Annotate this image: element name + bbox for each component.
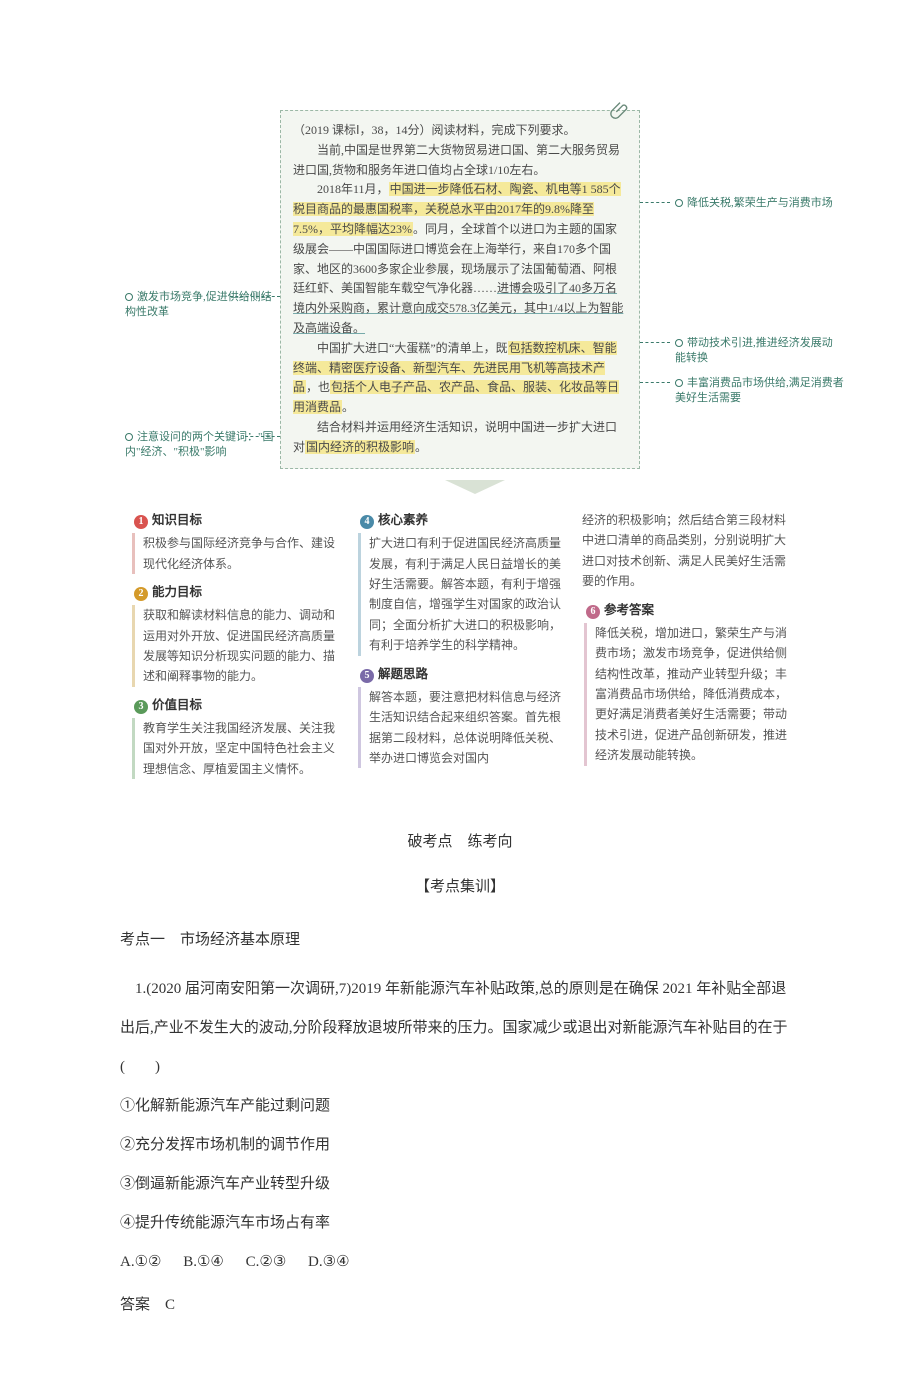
question-box: （2019 课标Ⅰ，38，14分）阅读材料，完成下列要求。 当前,中国是世界第二… — [280, 110, 640, 469]
explanation-col-3: 经济的积极影响；然后结合第三段材料中进口清单的商品类别，分别说明扩大进口对技术创… — [582, 510, 790, 787]
explanation-col-2: 4核心素养 扩大进口有利于促进国民经济高质量发展，有利于满足人民日益增长的美好生… — [356, 510, 564, 787]
annotation-left-2: 注意设问的两个关键词："国内"经济、"积极"影响 — [125, 430, 275, 461]
down-arrow-icon — [445, 480, 505, 494]
exercise-headline-2: 【考点集训】 — [120, 868, 800, 907]
annotation-right-3: 丰富消费品市场供给,满足消费者美好生活需要 — [675, 376, 845, 407]
section-solution-thinking: 5解题思路 解答本题，要注意把材料信息与经济生活知识结合起来组织答案。首先根据第… — [356, 664, 564, 769]
explanation-col-1: 1知识目标 积极参与国际经济竞争与合作、建设现代化经济体系。 2能力目标 获取和… — [130, 510, 338, 787]
section-core-literacy: 4核心素养 扩大进口有利于促进国民经济高质量发展，有利于满足人民日益增长的美好生… — [356, 510, 564, 656]
annotation-line — [230, 296, 280, 297]
annotation-left-1: 激发市场竞争,促进供给侧结构性改革 — [125, 290, 275, 321]
knowledge-point-1: 考点一 市场经济基本原理 — [120, 921, 800, 960]
annotation-line — [640, 342, 670, 343]
question-ask: 结合材料并运用经济生活知识，说明中国进一步扩大进口对国内经济的积极影响。 — [293, 418, 627, 458]
annotated-question-area: （2019 课标Ⅰ，38，14分）阅读材料，完成下列要求。 当前,中国是世界第二… — [0, 110, 920, 500]
section-ability-goal: 2能力目标 获取和解读材料信息的能力、调动和运用对外开放、促进国民经济高质量发展… — [130, 582, 338, 687]
annotation-right-2: 带动技术引进,推进经济发展动能转换 — [675, 336, 835, 367]
section-solution-cont: 经济的积极影响；然后结合第三段材料中进口清单的商品类别，分别说明扩大进口对技术创… — [582, 510, 790, 592]
exercise-option-3: ③倒逼新能源汽车产业转型升级 — [120, 1165, 800, 1204]
annotation-right-1: 降低关税,繁荣生产与消费市场 — [675, 196, 835, 211]
question-para2: 2018年11月，中国进一步降低石材、陶瓷、机电等1 585个税目商品的最惠国税… — [293, 180, 627, 338]
explanation-columns: 1知识目标 积极参与国际经济竞争与合作、建设现代化经济体系。 2能力目标 获取和… — [0, 500, 920, 787]
section-value-goal: 3价值目标 教育学生关注我国经济发展、关注我国对外开放，坚定中国特色社会主义理想… — [130, 695, 338, 779]
annotation-line — [640, 382, 670, 383]
exercise-headline-1: 破考点 练考向 — [120, 823, 800, 862]
exercise-section: 破考点 练考向 【考点集训】 考点一 市场经济基本原理 1.(2020 届河南安… — [0, 787, 920, 1385]
question-para1: 当前,中国是世界第二大货物贸易进口国、第二大服务贸易进口国,货物和服务年进口值均… — [293, 141, 627, 181]
exercise-choices: A.①② B.①④ C.②③ D.③④ — [120, 1243, 800, 1282]
exercise-option-1: ①化解新能源汽车产能过剩问题 — [120, 1087, 800, 1126]
annotation-line — [640, 202, 670, 203]
exercise-option-2: ②充分发挥市场机制的调节作用 — [120, 1126, 800, 1165]
question-para3: 中国扩大进口“大蛋糕”的清单上，既包括数控机床、智能终端、精密医疗设备、新型汽车… — [293, 339, 627, 418]
exercise-option-4: ④提升传统能源汽车市场占有率 — [120, 1204, 800, 1243]
exercise-question-1: 1.(2020 届河南安阳第一次调研,7)2019 年新能源汽车补贴政策,总的原… — [120, 970, 800, 1087]
question-source: （2019 课标Ⅰ，38，14分）阅读材料，完成下列要求。 — [293, 123, 576, 137]
exercise-answer: 答案 C — [120, 1286, 800, 1325]
paperclip-icon — [609, 99, 631, 121]
section-knowledge-goal: 1知识目标 积极参与国际经济竞争与合作、建设现代化经济体系。 — [130, 510, 338, 574]
section-reference-answer: 6参考答案 降低关税，增加进口，繁荣生产与消费市场；激发市场竞争，促进供给侧结构… — [582, 600, 790, 766]
annotation-line — [245, 436, 280, 437]
highlight-ask: 国内经济的积极影响 — [305, 440, 415, 454]
